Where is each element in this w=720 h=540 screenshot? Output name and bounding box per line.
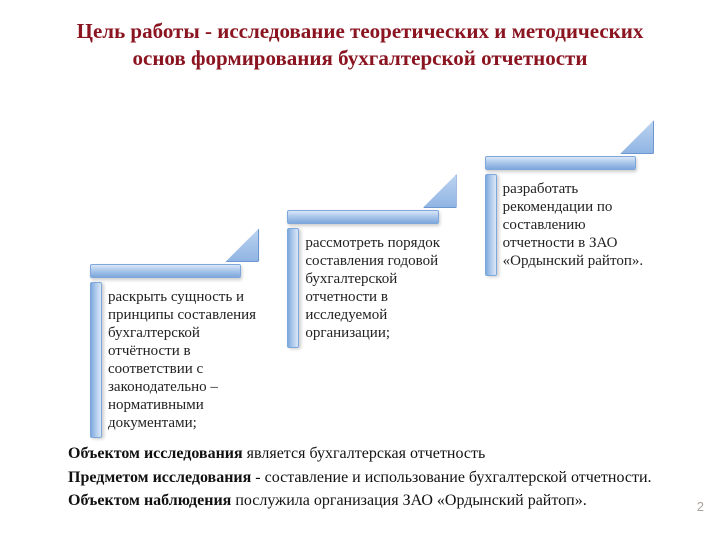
triangle-icon xyxy=(620,120,654,154)
triangle-icon xyxy=(423,174,457,208)
columns-container: раскрыть сущность и принципы составления… xyxy=(0,120,720,438)
triangle-icon xyxy=(225,228,259,262)
footer-line-3-rest: послужила организация ЗАО «Ордынский рай… xyxy=(231,492,586,509)
column-3-text: разработать рекомендации по составлению … xyxy=(503,181,643,269)
horizontal-bar xyxy=(90,264,241,278)
footer-line-2-rest: - составление и использование бухгалтерс… xyxy=(251,469,651,486)
column-1-body: раскрыть сущность и принципы составления… xyxy=(90,282,265,438)
column-3-body: разработать рекомендации по составлению … xyxy=(485,174,660,276)
page-title-text: Цель работы - исследование теоретических… xyxy=(77,19,644,70)
footer-line-1: Объектом исследования является бухгалтер… xyxy=(68,443,670,465)
column-3: разработать рекомендации по составлению … xyxy=(485,120,660,276)
column-2-text: рассмотреть порядок составления годовой … xyxy=(305,235,440,341)
column-1-header-shape xyxy=(90,228,265,278)
column-2-body: рассмотреть порядок составления годовой … xyxy=(287,228,462,348)
column-1: раскрыть сущность и принципы составления… xyxy=(90,228,265,438)
page-title: Цель работы - исследование теоретических… xyxy=(0,0,720,72)
footer-line-3-bold: Объектом наблюдения xyxy=(68,492,231,509)
footer-line-2: Предметом исследования - составление и и… xyxy=(68,467,670,489)
footer-line-1-rest: является бухгалтерская отчетность xyxy=(243,445,486,462)
vertical-bar xyxy=(90,282,102,438)
footer-line-1-bold: Объектом исследования xyxy=(68,445,243,462)
column-2: рассмотреть порядок составления годовой … xyxy=(287,174,462,348)
column-3-header-shape xyxy=(485,120,660,170)
column-2-header-shape xyxy=(287,174,462,224)
horizontal-bar xyxy=(287,210,438,224)
footer-line-2-bold: Предметом исследования xyxy=(68,469,251,486)
horizontal-bar xyxy=(485,156,636,170)
vertical-bar xyxy=(287,228,299,348)
footer-text: Объектом исследования является бухгалтер… xyxy=(68,443,670,514)
footer-line-3: Объектом наблюдения послужила организаци… xyxy=(68,490,670,512)
page-number: 2 xyxy=(697,499,704,514)
vertical-bar xyxy=(485,174,497,276)
column-1-text: раскрыть сущность и принципы составления… xyxy=(108,289,256,431)
